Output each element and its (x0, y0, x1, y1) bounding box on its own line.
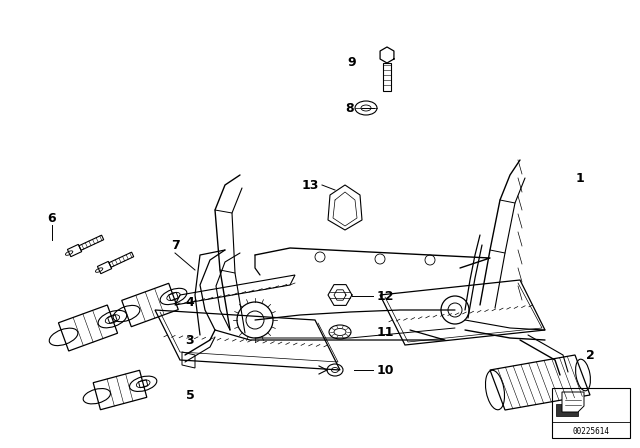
Text: 00225614: 00225614 (573, 426, 609, 435)
Bar (552, 388, 630, 438)
Text: 8: 8 (346, 102, 355, 115)
Text: 9: 9 (348, 56, 356, 69)
Bar (556, 404, 578, 416)
Text: 12: 12 (376, 289, 394, 302)
Text: 10: 10 (376, 363, 394, 376)
Text: 5: 5 (186, 388, 195, 401)
Text: 7: 7 (171, 238, 179, 251)
Polygon shape (562, 392, 584, 412)
Text: 4: 4 (186, 296, 195, 309)
Text: 3: 3 (186, 333, 195, 346)
Bar (383, 63, 391, 91)
Text: 1: 1 (575, 172, 584, 185)
Text: 6: 6 (48, 211, 56, 224)
Text: 2: 2 (586, 349, 595, 362)
Text: 11: 11 (376, 326, 394, 339)
Text: 13: 13 (301, 178, 319, 191)
